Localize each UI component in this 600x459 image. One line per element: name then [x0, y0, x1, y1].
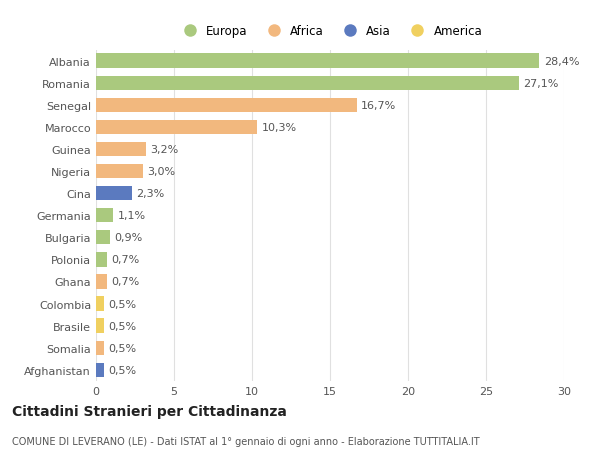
Bar: [96, 208, 113, 223]
Bar: [96, 252, 107, 267]
Bar: [96, 341, 104, 355]
Text: 2,3%: 2,3%: [137, 189, 165, 199]
Text: 1,1%: 1,1%: [118, 211, 146, 221]
Text: 27,1%: 27,1%: [523, 78, 559, 89]
Text: Cittadini Stranieri per Cittadinanza: Cittadini Stranieri per Cittadinanza: [12, 404, 287, 418]
Bar: [96, 54, 539, 69]
Text: 0,5%: 0,5%: [109, 365, 137, 375]
Bar: [96, 142, 146, 157]
Text: 0,5%: 0,5%: [109, 321, 137, 331]
Bar: [96, 120, 257, 135]
Bar: [96, 230, 110, 245]
Text: 28,4%: 28,4%: [544, 56, 579, 67]
Bar: [96, 98, 356, 113]
Text: 16,7%: 16,7%: [361, 101, 397, 111]
Legend: Europa, Africa, Asia, America: Europa, Africa, Asia, America: [178, 25, 482, 38]
Bar: [96, 319, 104, 333]
Bar: [96, 76, 519, 91]
Bar: [96, 297, 104, 311]
Bar: [96, 186, 132, 201]
Text: 0,5%: 0,5%: [109, 299, 137, 309]
Text: COMUNE DI LEVERANO (LE) - Dati ISTAT al 1° gennaio di ogni anno - Elaborazione T: COMUNE DI LEVERANO (LE) - Dati ISTAT al …: [12, 436, 479, 446]
Bar: [96, 164, 143, 179]
Text: 0,5%: 0,5%: [109, 343, 137, 353]
Text: 0,7%: 0,7%: [112, 277, 140, 287]
Text: 3,0%: 3,0%: [148, 167, 176, 177]
Text: 0,9%: 0,9%: [115, 233, 143, 243]
Bar: [96, 274, 107, 289]
Text: 3,2%: 3,2%: [151, 145, 179, 155]
Text: 10,3%: 10,3%: [262, 123, 296, 133]
Bar: [96, 363, 104, 377]
Text: 0,7%: 0,7%: [112, 255, 140, 265]
